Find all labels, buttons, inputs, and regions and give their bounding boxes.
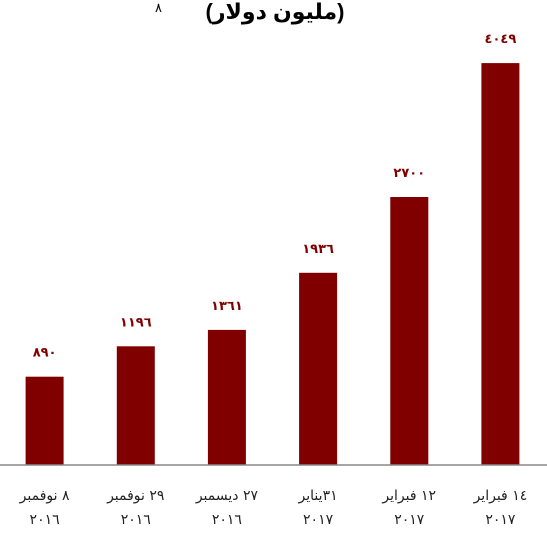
value-label-6: ٤٠٤٩ bbox=[485, 32, 517, 47]
value-label-4: ١٩٣٦ bbox=[302, 242, 334, 257]
category-label-year: ٢٠١٦ bbox=[120, 512, 151, 528]
chart-title: (مليون دولار) bbox=[205, 0, 345, 24]
category-label-date: ٨ نوفمبر bbox=[19, 488, 70, 504]
category-label-3: ٢٧ ديسمبر ٢٠١٦ bbox=[182, 484, 272, 532]
category-label-date: ١٢ فبراير bbox=[382, 488, 437, 504]
bar-3 bbox=[207, 329, 246, 465]
category-label-year: ٢٠١٧ bbox=[394, 512, 425, 528]
bar-4 bbox=[299, 272, 338, 465]
chart-title-note: ٨ bbox=[155, 0, 162, 15]
value-label-5: ٢٧٠٠ bbox=[393, 166, 425, 181]
bar-2 bbox=[116, 346, 155, 465]
category-label-6: ١٤ فبراير ٢٠١٧ bbox=[455, 484, 545, 532]
bar-6 bbox=[481, 63, 520, 465]
value-label-3: ١٣٦١ bbox=[211, 299, 243, 314]
category-label-year: ٢٠١٦ bbox=[29, 512, 60, 528]
category-label-year: ٢٠١٧ bbox=[303, 512, 334, 528]
category-label-year: ٢٠١٦ bbox=[211, 512, 242, 528]
category-label-4: ٣١يناير ٢٠١٧ bbox=[273, 484, 363, 532]
category-label-date: ٢٩ نوفمبر bbox=[107, 488, 165, 504]
bar-5 bbox=[390, 197, 429, 465]
value-labels-layer: ٨٩٠ ١١٩٦ ١٣٦١ ١٩٣٦ ٢٧٠٠ ٤٠٤٩ bbox=[33, 32, 517, 361]
value-label-2: ١١٩٦ bbox=[120, 315, 152, 330]
value-label-1: ٨٩٠ bbox=[33, 346, 57, 361]
category-label-date: ٢٧ ديسمبر bbox=[195, 488, 258, 504]
bar-1 bbox=[25, 376, 64, 465]
category-label-2: ٢٩ نوفمبر ٢٠١٦ bbox=[91, 484, 181, 532]
category-label-1: ٨ نوفمبر ٢٠١٦ bbox=[0, 484, 90, 532]
category-label-date: ١٤ فبراير bbox=[473, 488, 528, 504]
bars-layer bbox=[25, 63, 520, 465]
category-label-5: ١٢ فبراير ٢٠١٧ bbox=[364, 484, 454, 532]
category-label-year: ٢٠١٧ bbox=[485, 512, 516, 528]
category-label-date: ٣١يناير bbox=[298, 488, 338, 504]
